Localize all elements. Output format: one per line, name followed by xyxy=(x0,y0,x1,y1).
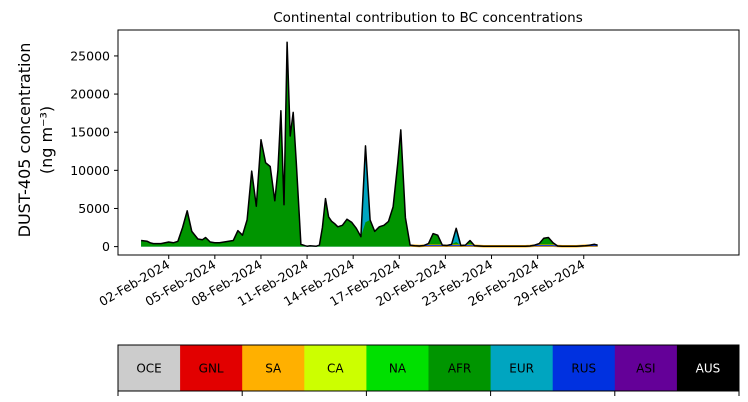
y-tick-label: 20000 xyxy=(70,87,110,102)
legend-swatch-ca xyxy=(304,345,367,391)
y-axis-label-line1: DUST-405 concentration xyxy=(15,43,34,238)
legend-label-gnl: GNL xyxy=(199,362,224,376)
legend-swatch-asi xyxy=(614,345,678,391)
plot-frame xyxy=(117,29,740,256)
legend-label-asi: ASI xyxy=(636,362,655,376)
legend-frame xyxy=(117,344,740,392)
y-axis-label-line2: (ng m⁻³) xyxy=(37,106,56,174)
series-area-afr xyxy=(141,42,598,247)
legend-swatch-na xyxy=(366,345,429,391)
y-tick-label: 25000 xyxy=(70,48,110,63)
legend-swatch-aus xyxy=(676,345,740,391)
legend-swatch-sa xyxy=(242,345,305,391)
series-line-total xyxy=(141,41,598,248)
legend-swatch-rus xyxy=(552,345,616,391)
y-tick-label: 15000 xyxy=(70,125,110,140)
legend-label-ca: CA xyxy=(327,362,344,376)
y-tick-label: 10000 xyxy=(70,163,110,178)
legend-label-sa: SA xyxy=(265,362,282,376)
legend-label-oce: OCE xyxy=(136,362,161,376)
plot-area: 050001000015000200002500002-Feb-202405-F… xyxy=(70,29,740,309)
legend-swatch-afr xyxy=(428,345,492,391)
y-axis-label: DUST-405 concentration (ng m⁻³) xyxy=(15,43,56,238)
legend-swatch-gnl xyxy=(180,345,243,391)
legend-label-eur: EUR xyxy=(509,362,534,376)
chart-title: Continental contribution to BC concentra… xyxy=(273,10,583,26)
legend-colorbar: OCE GNL SA CA NA AFR EUR RUS ASI AUS xyxy=(117,344,740,396)
legend-swatch-oce xyxy=(118,345,181,391)
y-tick-label: 0 xyxy=(102,239,110,254)
legend-label-afr: AFR xyxy=(448,362,471,376)
legend-label-aus: AUS xyxy=(696,362,721,376)
legend-swatch-eur xyxy=(490,345,554,391)
legend-label-rus: RUS xyxy=(571,362,596,376)
y-tick-label: 5000 xyxy=(78,201,110,216)
legend-label-na: NA xyxy=(389,362,407,376)
